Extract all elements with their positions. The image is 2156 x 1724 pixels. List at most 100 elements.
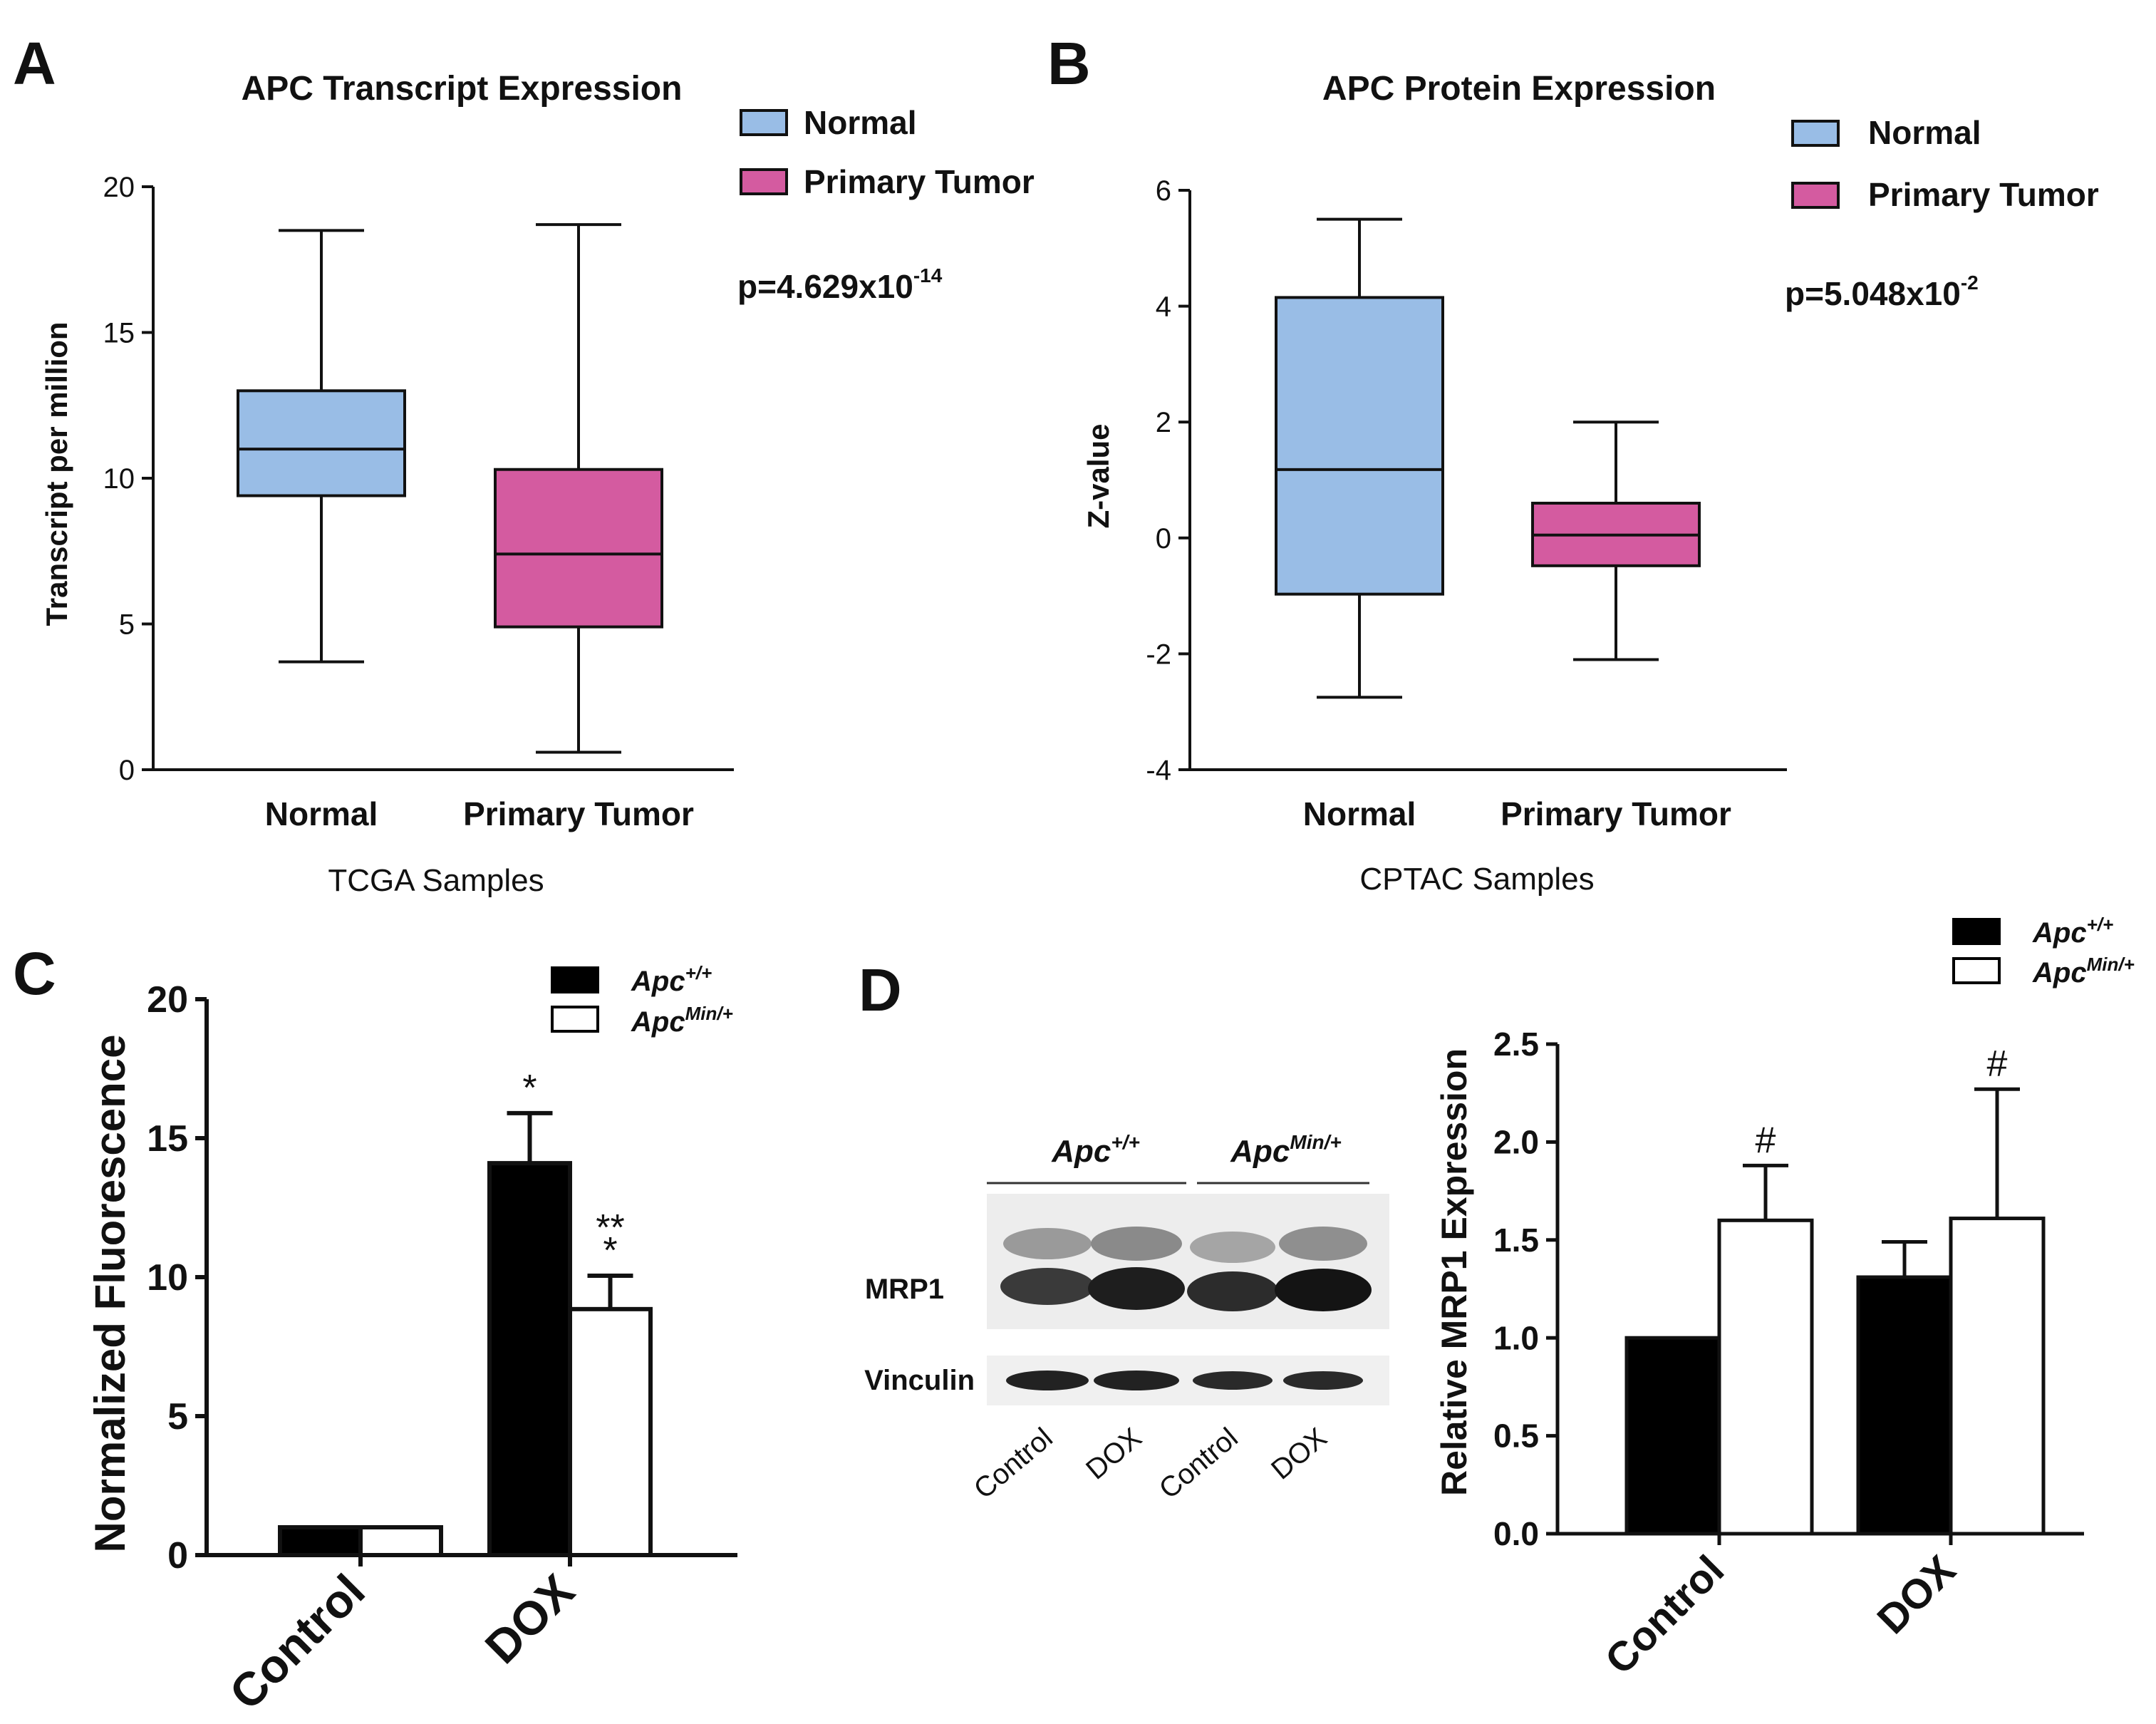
blot-row-label-vinculin: Vinculin [864, 1365, 975, 1396]
x-tick-label-c: Control [219, 1564, 375, 1720]
bar-apc-min-control [358, 1525, 443, 1557]
y-tick-label-a: 5 [119, 609, 135, 641]
legend-swatch-tumor-b [1791, 182, 1840, 209]
panel-b: B APC Protein Expression Normal Primary … [1047, 30, 2099, 897]
blot-row-label-mrp1: MRP1 [865, 1274, 944, 1305]
blot-mrp1-band-1a [1003, 1228, 1092, 1259]
blot-vinculin-band-3 [1193, 1371, 1273, 1390]
legend-swatch-normal-a [740, 109, 788, 136]
bar-apc-wt-dox [487, 1161, 572, 1557]
y-tick-label-d: 0.5 [1493, 1418, 1539, 1455]
blot-mrp1-band-2b [1088, 1267, 1185, 1310]
legend-label-normal-a: Normal [804, 104, 916, 141]
significance-marker: # [1756, 1120, 1776, 1161]
bar-apc-wt-dox [1856, 1275, 1953, 1536]
plot-area-a: 0 5 10 15 20 Normal Primary Tumor [103, 172, 734, 832]
x-tick-label-b: Normal [1303, 795, 1416, 832]
legend-swatch-min-c [551, 1006, 599, 1033]
bar-apc-min-dox [1949, 1217, 2046, 1536]
y-tick-label-b: 4 [1156, 291, 1171, 323]
ylabel-a: Transcript per million [40, 321, 73, 626]
blot-lane-label-1: Control [968, 1422, 1059, 1505]
bar-apc-wt-control [1624, 1336, 1721, 1536]
x-tick-label-b: Primary Tumor [1501, 795, 1731, 832]
blot-mrp1-band-1b [1000, 1268, 1094, 1305]
p-value-b: p=5.048x10-2 [1785, 272, 1979, 312]
legend-swatch-tumor-a [740, 168, 788, 195]
title-b: APC Protein Expression [1322, 70, 1716, 108]
ylabel-d: Relative MRP1 Expression [1434, 1048, 1474, 1496]
significance-marker: * [603, 1230, 617, 1271]
panel-d: D Apc+/+ ApcMin/+ MRP1 Vinculin Control [859, 914, 2135, 1683]
legend-label-wt-d: Apc+/+ [2032, 914, 2113, 949]
legend-a: Normal Primary Tumor [740, 104, 1035, 200]
y-tick-label-c: 10 [147, 1257, 188, 1299]
box-normal [1275, 296, 1444, 596]
y-tick-label-b: -4 [1146, 755, 1171, 786]
legend-label-tumor-a: Primary Tumor [804, 163, 1035, 200]
ylabel-b: Z-value [1082, 423, 1115, 528]
y-tick-label-a: 0 [119, 755, 135, 786]
significance-marker: * [522, 1068, 537, 1109]
box-tumor [494, 468, 663, 629]
xlabel-b: CPTAC Samples [1359, 862, 1594, 897]
panel-a: A APC Transcript Expression Normal Prima… [13, 30, 1035, 898]
y-tick-label-d: 2.0 [1493, 1124, 1539, 1161]
significance-marker: ** [596, 1207, 624, 1249]
blot-lane-label-3: Control [1154, 1422, 1244, 1505]
y-tick-label-b: -2 [1146, 639, 1171, 670]
legend-label-min-d: ApcMin/+ [2032, 954, 2135, 989]
legend-swatch-wt-d [1952, 918, 2001, 945]
blot-mrp1-band-4a [1279, 1227, 1367, 1261]
y-tick-label-a: 20 [103, 172, 135, 203]
blot-vinculin-band-1 [1006, 1371, 1089, 1390]
legend-label-min-c: ApcMin/+ [631, 1003, 733, 1038]
x-tick-label-a: Primary Tumor [463, 795, 694, 832]
x-tick-label-c: DOX [475, 1564, 584, 1673]
legend-d: Apc+/+ ApcMin/+ [1952, 914, 2135, 989]
p-value-a: p=4.629x10-14 [737, 264, 943, 305]
blot-mrp1-band-4b [1275, 1269, 1372, 1311]
panel-letter-c: C [13, 940, 56, 1007]
y-tick-label-d: 2.5 [1493, 1026, 1539, 1063]
y-tick-label-b: 6 [1156, 175, 1171, 207]
plot-area-d: 0.0 0.5 1.0 1.5 2.0 2.5 Control DOX # # [1493, 1026, 2084, 1683]
plot-area-b: -4 -2 0 2 4 6 Normal Primary Tumor [1146, 175, 1787, 832]
blot-group-label-wt: Apc+/+ [1051, 1131, 1140, 1169]
x-tick-label-d: Control [1596, 1547, 1733, 1683]
blot-mrp1-band-2a [1091, 1227, 1182, 1261]
panel-c: C Apc+/+ ApcMin/+ Normalized Fluorescenc… [13, 940, 737, 1720]
y-tick-label-b: 0 [1156, 523, 1171, 554]
ylabel-c: Normalized Fluorescence [86, 1035, 134, 1553]
title-a: APC Transcript Expression [242, 70, 683, 108]
legend-label-wt-c: Apc+/+ [631, 962, 712, 997]
legend-b: Normal Primary Tumor [1791, 114, 2099, 213]
x-tick-label-d: DOX [1868, 1547, 1964, 1643]
blot-vinculin-band-2 [1094, 1371, 1179, 1390]
blot-mrp1-band-3b [1187, 1271, 1278, 1311]
y-tick-label-a: 15 [103, 318, 135, 349]
legend-swatch-normal-b [1791, 120, 1840, 147]
panel-letter-a: A [13, 30, 56, 97]
y-tick-label-c: 15 [147, 1118, 188, 1160]
panel-letter-b: B [1047, 30, 1091, 97]
y-tick-label-b: 2 [1156, 407, 1171, 438]
legend-c: Apc+/+ ApcMin/+ [551, 962, 733, 1038]
y-tick-label-d: 0.0 [1493, 1515, 1539, 1552]
y-tick-label-c: 0 [167, 1535, 188, 1576]
y-tick-label-d: 1.5 [1493, 1222, 1539, 1259]
y-tick-label-c: 5 [167, 1396, 188, 1437]
y-tick-label-c: 20 [147, 979, 188, 1021]
legend-swatch-wt-c [551, 966, 599, 993]
blot-vinculin-band-4 [1283, 1371, 1363, 1390]
western-blot: Apc+/+ ApcMin/+ MRP1 Vinculin Control DO… [864, 1131, 1389, 1505]
x-tick-label-a: Normal [265, 795, 378, 832]
bar-apc-wt-control [278, 1525, 363, 1557]
legend-swatch-min-d [1952, 957, 2001, 984]
blot-group-label-min: ApcMin/+ [1230, 1131, 1341, 1169]
blot-mrp1-band-3a [1190, 1232, 1275, 1263]
y-tick-label-d: 1.0 [1493, 1319, 1539, 1356]
y-tick-label-a: 10 [103, 463, 135, 495]
